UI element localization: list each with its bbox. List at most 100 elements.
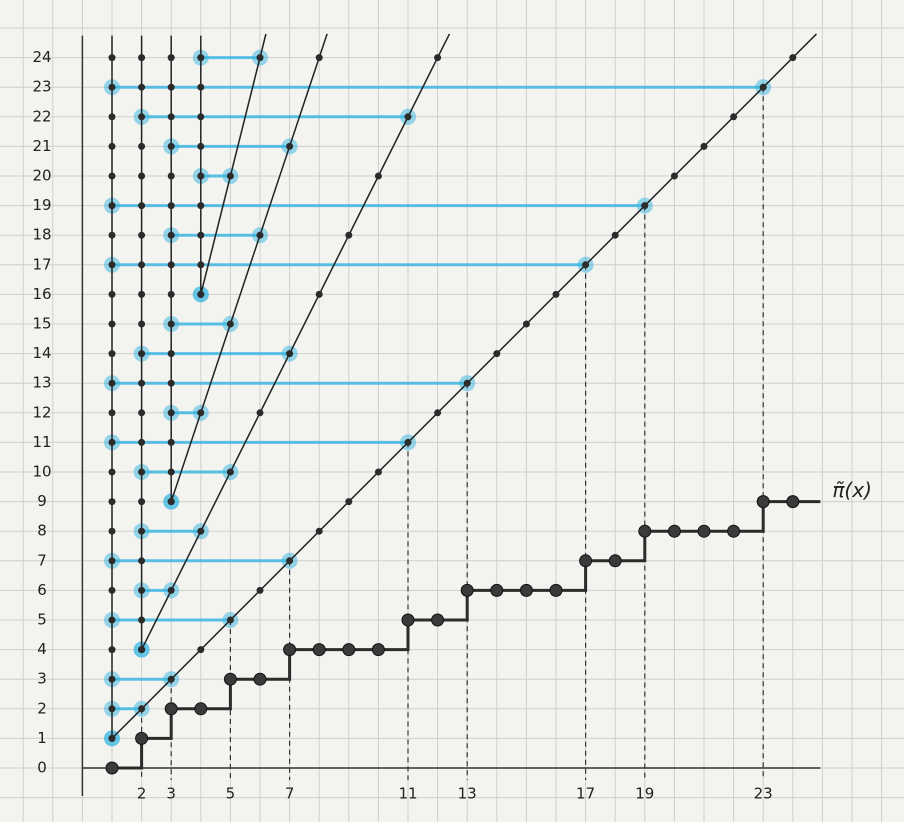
sieve-dot (404, 113, 412, 121)
sieve-dot (108, 675, 116, 683)
sieve-dot (138, 468, 146, 476)
sieve-dot (226, 320, 234, 328)
sieve-dot (167, 468, 175, 476)
sieve-dot (138, 231, 146, 239)
sieve-dot (226, 172, 234, 180)
sieve-dot (226, 468, 234, 476)
sieve-dot (493, 350, 501, 358)
sieve-dot (789, 54, 797, 62)
step-point (164, 702, 178, 716)
sieve-dot (197, 113, 205, 121)
x-tick-label: 2 (137, 785, 147, 803)
y-tick-label: 14 (32, 344, 51, 362)
step-point (519, 583, 533, 597)
sieve-dot (138, 438, 146, 446)
step-point (786, 495, 800, 509)
sieve-dot (256, 54, 264, 62)
sieve-dot (670, 172, 678, 180)
sieve-dot (108, 261, 116, 269)
step-point (756, 495, 770, 509)
x-tick-label: 17 (576, 785, 595, 803)
sieve-dot (138, 557, 146, 565)
sieve-dot (138, 320, 146, 328)
y-tick-label: 9 (37, 492, 47, 510)
sieve-dot (197, 231, 205, 239)
sieve-dot (286, 142, 294, 150)
sieve-dot (345, 498, 353, 506)
sieve-dot (138, 172, 146, 180)
y-tick-label: 17 (32, 255, 51, 273)
sieve-dot (108, 172, 116, 180)
sieve-dot (197, 409, 205, 417)
y-tick-label: 15 (32, 315, 51, 333)
step-point (223, 672, 237, 686)
x-tick-label: 7 (285, 785, 295, 803)
step-point (135, 731, 149, 745)
step-point (401, 613, 415, 627)
sieve-dot (138, 498, 146, 506)
sieve-dot (167, 142, 175, 150)
sieve-dot (167, 54, 175, 62)
sieve-dot (108, 586, 116, 594)
y-tick-label: 20 (32, 167, 51, 185)
sieve-dot (138, 527, 146, 535)
sieve-dot (434, 54, 442, 62)
sieve-diagonal (170, 33, 328, 502)
y-tick-label: 0 (37, 759, 47, 777)
y-tick-label: 11 (32, 433, 51, 451)
step-point (549, 583, 563, 597)
sieve-dot (167, 83, 175, 91)
step-point (342, 643, 356, 657)
sieve-dot (108, 83, 116, 91)
step-point (579, 554, 593, 568)
y-tick-label: 22 (32, 107, 51, 125)
sieve-dot (256, 409, 264, 417)
sieve-dot (108, 557, 116, 565)
sieve-dot (108, 734, 116, 742)
step-point (105, 761, 119, 775)
x-tick-label: 19 (635, 785, 654, 803)
sieve-dot (522, 320, 530, 328)
sieve-dot (108, 350, 116, 358)
sieve-dot (167, 172, 175, 180)
step-point (431, 613, 445, 627)
sieve-dot (730, 113, 738, 121)
series-label: π̃(x) (832, 478, 871, 502)
sieve-dot (167, 586, 175, 594)
sieve-dot (138, 261, 146, 269)
y-tick-label: 3 (37, 670, 47, 688)
sieve-dot (108, 438, 116, 446)
y-tick-label: 12 (32, 403, 51, 421)
sieve-dot (108, 646, 116, 654)
sieve-dot (108, 527, 116, 535)
x-tick-label: 5 (226, 785, 236, 803)
x-tick-label: 11 (398, 785, 417, 803)
sieve-dot (167, 231, 175, 239)
sieve-dot (552, 290, 560, 298)
y-tick-label: 5 (37, 611, 47, 629)
sieve-diagonal (111, 33, 818, 739)
sieve-dot (167, 261, 175, 269)
step-point (460, 583, 474, 597)
sieve-dot (138, 54, 146, 62)
sieve-dot (108, 468, 116, 476)
sieve-dot (167, 498, 175, 506)
y-tick-label: 7 (37, 551, 47, 569)
sieve-dot (138, 409, 146, 417)
sieve-dot (286, 350, 294, 358)
sieve-dot (108, 705, 116, 713)
sieve-diagonal (200, 33, 267, 295)
y-tick-label: 2 (37, 699, 47, 717)
sieve-dot (315, 290, 323, 298)
sieve-dot (434, 409, 442, 417)
step-point (667, 524, 681, 538)
step-line (112, 500, 793, 770)
sieve-dot (138, 616, 146, 624)
step-point (283, 643, 297, 657)
sieve-dot (138, 586, 146, 594)
step-point (490, 583, 504, 597)
y-tick-label: 8 (37, 522, 47, 540)
sieve-dot (108, 409, 116, 417)
sieve-dot (108, 231, 116, 239)
step-point (727, 524, 741, 538)
